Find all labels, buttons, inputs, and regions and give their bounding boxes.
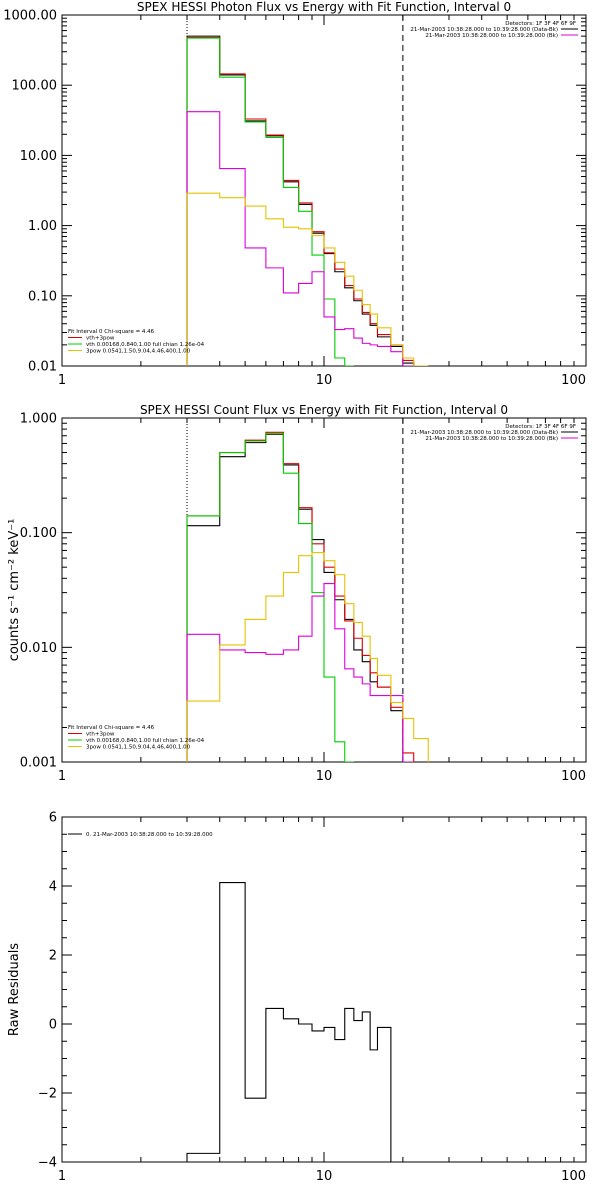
y-tick-label: 1000.00 bbox=[3, 9, 57, 24]
series-group bbox=[186, 431, 429, 762]
legend-right-entry: 21-Mar-2003 10:38:28.000 to 10:39:28.000… bbox=[410, 27, 558, 33]
legend-left-entry: vth 0.00168,0.840,1.00 full chian 1.26e-… bbox=[86, 738, 205, 744]
legend-left-entry: 3pow 0.0541,1.50,9.04,4.46,400,1.00 bbox=[86, 349, 191, 355]
x-tick-label: 10 bbox=[316, 1169, 333, 1184]
series-4-histogram bbox=[186, 552, 429, 762]
y-tick-label: 100.00 bbox=[12, 79, 58, 94]
x-tick-label: 100 bbox=[561, 373, 586, 388]
y-tick-label: −2 bbox=[38, 1087, 57, 1102]
chart-title: SPEX HESSI Count Flux vs Energy with Fit… bbox=[140, 403, 508, 417]
y-tick-label: 0.10 bbox=[28, 289, 57, 304]
series-1-histogram bbox=[186, 431, 415, 762]
y-tick-label: 0 bbox=[49, 1018, 57, 1033]
legend-left-entry: vth+3pow bbox=[86, 336, 115, 342]
y-tick-label: −4 bbox=[38, 1156, 57, 1171]
y-tick-label: 6 bbox=[49, 811, 57, 826]
legend-left-entry: Fit Interval 0 Chi-square = 4.46 bbox=[68, 725, 155, 731]
x-tick-label: 1 bbox=[58, 769, 66, 784]
y-axis-label: Raw Residuals bbox=[7, 943, 22, 1036]
residuals-panel: Raw Residuals 1 10 100 −4 −2 0 2 4 6 0. 21-Mar-200… bbox=[7, 811, 587, 1184]
legend-left-entry: vth+3pow bbox=[86, 732, 115, 738]
series-3-histogram bbox=[186, 111, 414, 366]
legend-left-entry: 3pow 0.0541,1.50,9.04,4.46,400,1.00 bbox=[86, 745, 191, 751]
y-tick-label: 0.01 bbox=[28, 360, 57, 375]
y-tick-label: 10.00 bbox=[20, 149, 57, 164]
y-axis-label: counts s⁻¹ cm⁻² keV⁻¹ bbox=[7, 519, 22, 662]
x-tick-label: 10 bbox=[316, 769, 333, 784]
legend-left-entry: Fit Interval 0 Chi-square = 4.46 bbox=[68, 329, 155, 335]
series-group bbox=[186, 882, 403, 1162]
series-4-histogram bbox=[186, 192, 429, 366]
legend-left-entry: 0. 21-Mar-2003 10:38:28.000 to 10:39:28.… bbox=[86, 832, 213, 838]
series-3-histogram bbox=[186, 582, 414, 762]
legend-right-entry: 21-Mar-2003 10:38:28.000 to 10:39:28.000… bbox=[425, 436, 558, 442]
series-0-histogram bbox=[186, 882, 403, 1162]
photon-flux-panel: SPEX HESSI Photon Flux vs Energy with Fi… bbox=[3, 0, 587, 388]
legend-right-entry: 21-Mar-2003 10:38:28.000 to 10:39:28.000… bbox=[425, 33, 558, 39]
x-tick-label: 1 bbox=[58, 1169, 66, 1184]
x-tick-label: 100 bbox=[561, 769, 586, 784]
x-tick-label: 100 bbox=[561, 1169, 586, 1184]
legend-right-entry: Detectors: 1F 3F 4F 6F 9F bbox=[505, 424, 576, 430]
y-tick-label: 0.100 bbox=[20, 526, 57, 541]
series-1-histogram bbox=[186, 36, 415, 366]
x-tick-label: 1 bbox=[58, 373, 66, 388]
chart-title: SPEX HESSI Photon Flux vs Energy with Fi… bbox=[137, 0, 511, 14]
y-tick-label: 1.00 bbox=[28, 219, 57, 234]
legend-left-entry: vth 0.00168,0.840,1.00 full chian 1.26e-… bbox=[86, 342, 205, 348]
y-tick-label: 4 bbox=[49, 880, 57, 895]
y-tick-label: 1.000 bbox=[20, 412, 57, 427]
plot-frame bbox=[61, 816, 587, 1163]
y-tick-label: 2 bbox=[49, 949, 57, 964]
y-tick-label: 0.010 bbox=[20, 641, 57, 656]
legend-right-entry: Detectors: 1F 3F 4F 6F 9F bbox=[505, 21, 576, 27]
count-flux-panel: SPEX HESSI Count Flux vs Energy with Fit… bbox=[7, 403, 587, 784]
series-0-histogram bbox=[186, 433, 414, 762]
legend-right-entry: 21-Mar-2003 10:38:28.000 to 10:39:28.000… bbox=[410, 430, 558, 436]
series-group bbox=[186, 35, 429, 366]
x-tick-label: 10 bbox=[316, 373, 333, 388]
series-2-histogram bbox=[186, 433, 354, 762]
series-0-histogram bbox=[186, 35, 415, 366]
y-tick-label: 0.001 bbox=[20, 756, 57, 771]
series-2-histogram bbox=[186, 37, 354, 366]
